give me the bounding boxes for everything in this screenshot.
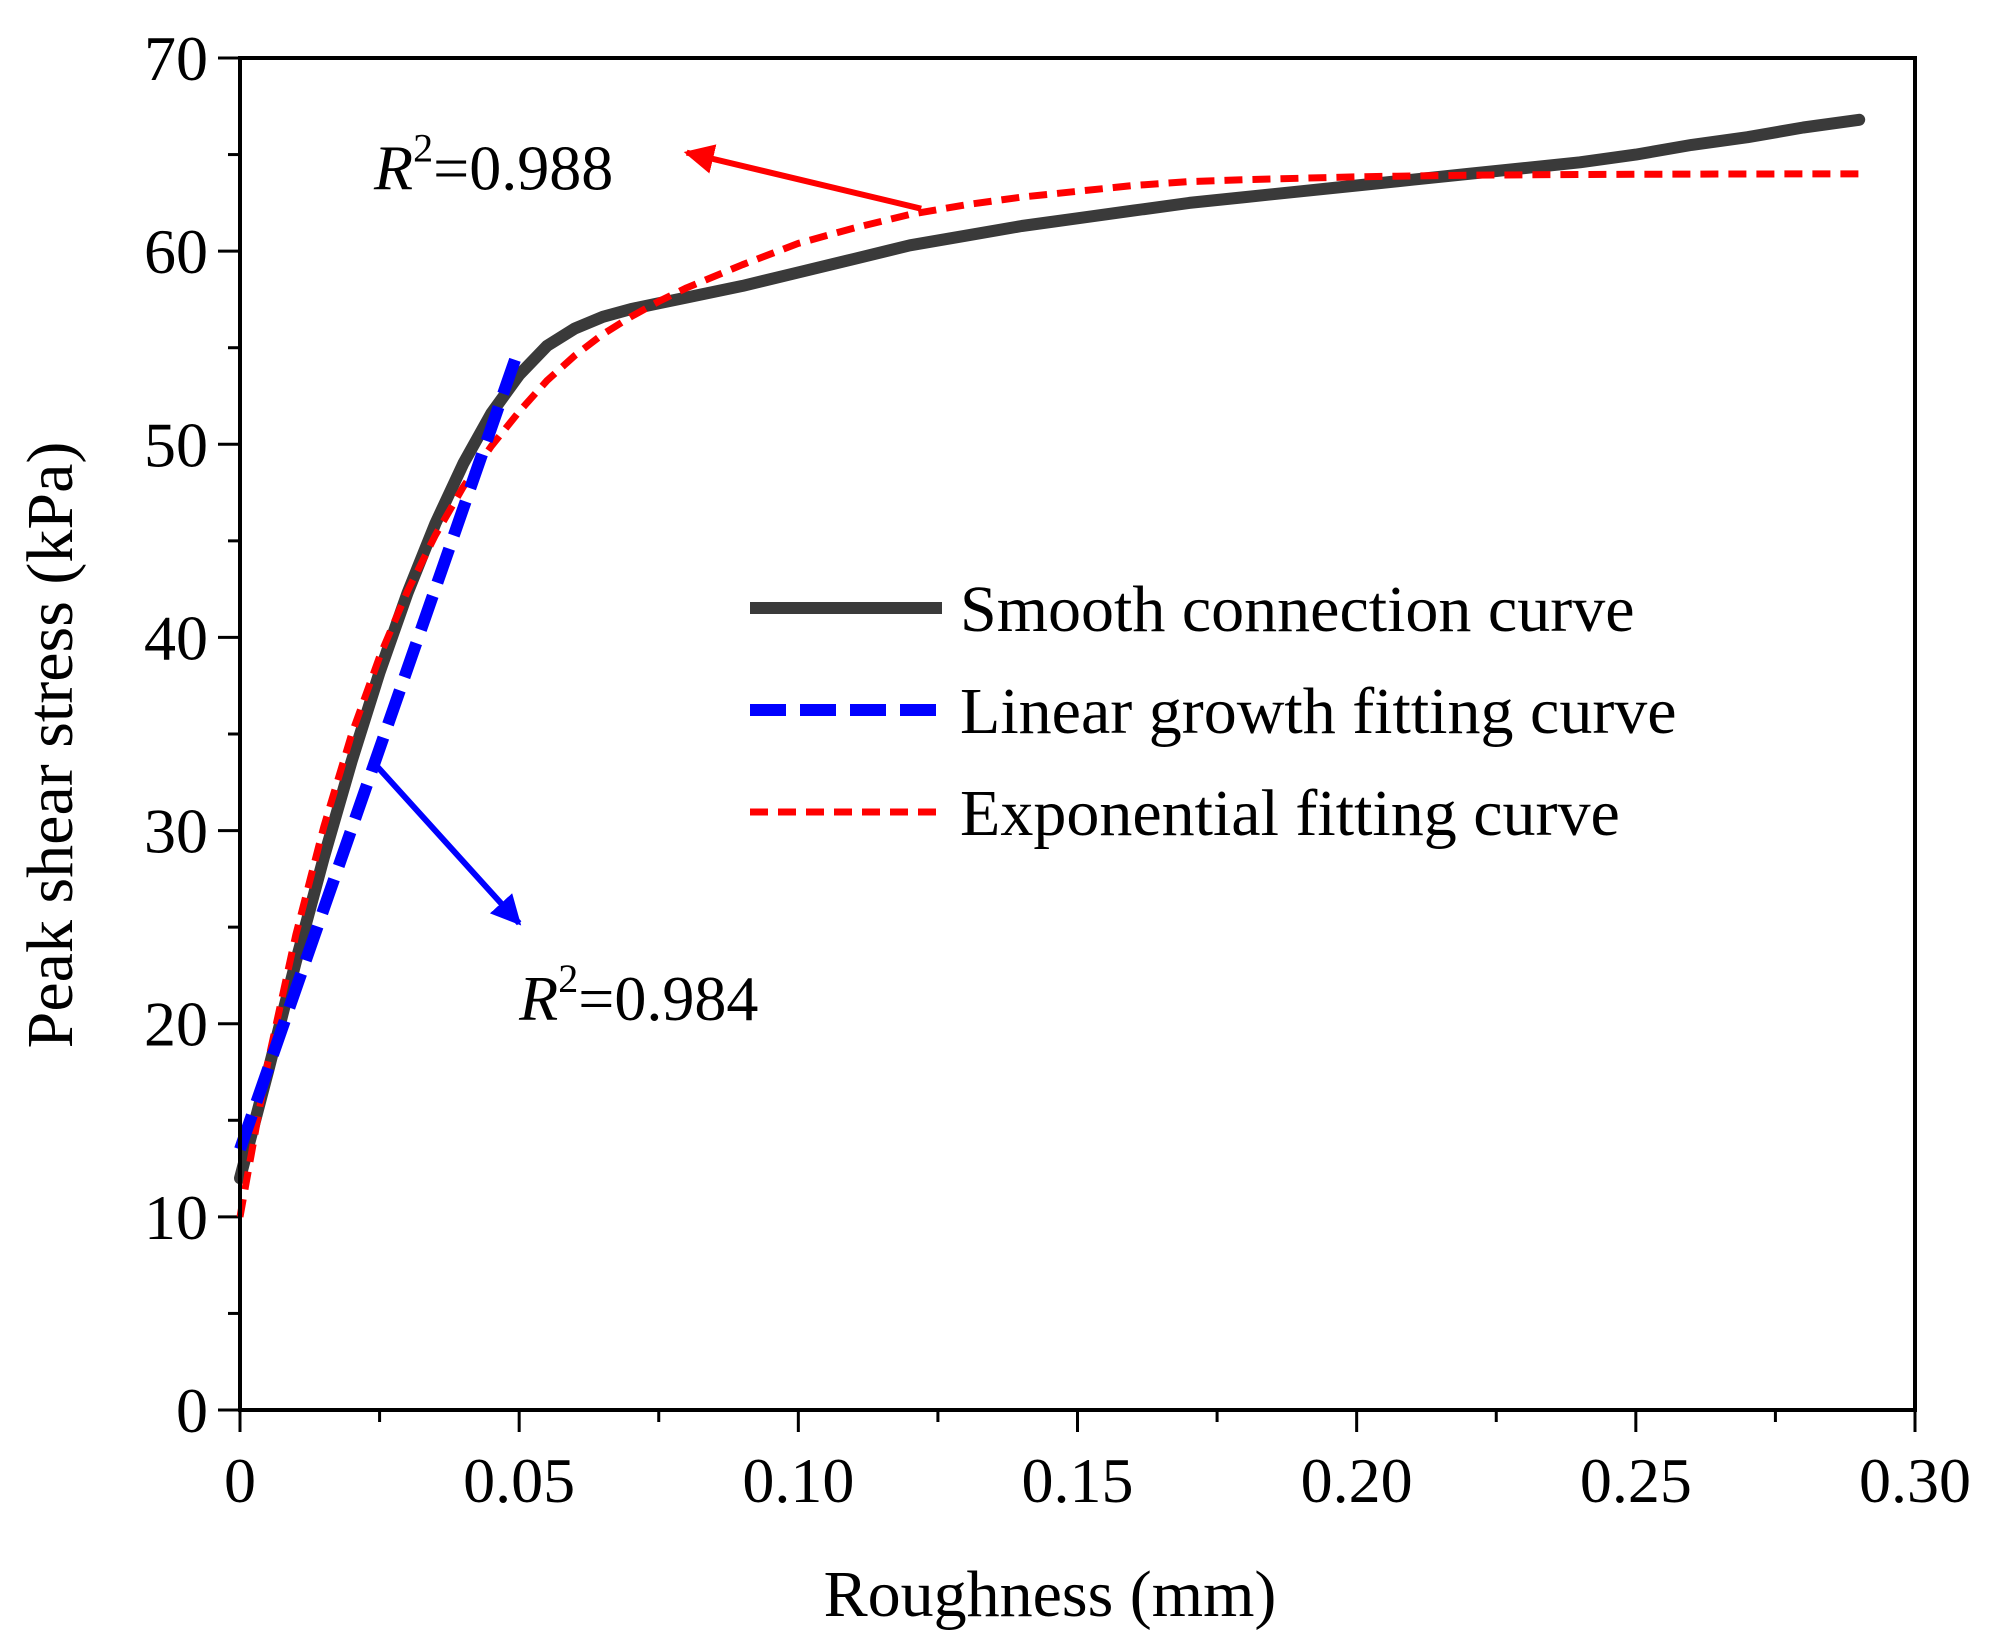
y-tick-label: 60 — [144, 216, 208, 287]
y-tick-label: 50 — [144, 409, 208, 480]
legend: Smooth connection curve Linear growth fi… — [750, 573, 1677, 850]
y-tick-label: 0 — [176, 1375, 208, 1446]
y-tick-label: 30 — [144, 796, 208, 867]
legend-label-exponential: Exponential fitting curve — [960, 777, 1620, 850]
x-tick-label: 0.05 — [463, 1445, 575, 1516]
x-tick-label: 0.25 — [1580, 1445, 1692, 1516]
annotations: R2=0.988 R2=0.984 — [371, 125, 922, 1034]
y-tick-label: 70 — [144, 23, 208, 94]
r-squared-label-0: R2=0.988 — [373, 125, 613, 203]
x-tick-label: 0.20 — [1301, 1445, 1413, 1516]
annotation-arrow-0 — [683, 144, 922, 212]
series-line-linear-growth-fitting-curve — [234, 345, 525, 1152]
x-axis-title: Roughness (mm) — [824, 1558, 1277, 1631]
y-tick-label: 40 — [144, 602, 208, 673]
y-axis-title: Peak shear stress (kPa) — [14, 442, 87, 1049]
series-layer — [234, 113, 1866, 1218]
y-tick-label: 20 — [144, 989, 208, 1060]
r-squared-label-1: R2=0.984 — [518, 956, 758, 1034]
x-tick-label: 0.15 — [1022, 1445, 1134, 1516]
x-tick-label: 0.30 — [1859, 1445, 1971, 1516]
tick-labels: 0 0.05 0.10 0.15 0.20 0.25 0.30 0 10 20 30 40 50 60 70 — [144, 23, 1971, 1516]
plot-area-frame — [238, 56, 1917, 1412]
legend-label-smooth: Smooth connection curve — [960, 573, 1635, 646]
legend-label-linear: Linear growth fitting curve — [960, 675, 1677, 748]
series-line-smooth-connection-curve — [234, 113, 1866, 1185]
series-line-exponential-fitting-curve — [236, 170, 1860, 1218]
x-tick-label: 0 — [224, 1445, 256, 1516]
annotation-arrow-1 — [371, 760, 522, 926]
y-tick-label: 10 — [144, 1182, 208, 1253]
x-tick-label: 0.10 — [742, 1445, 854, 1516]
